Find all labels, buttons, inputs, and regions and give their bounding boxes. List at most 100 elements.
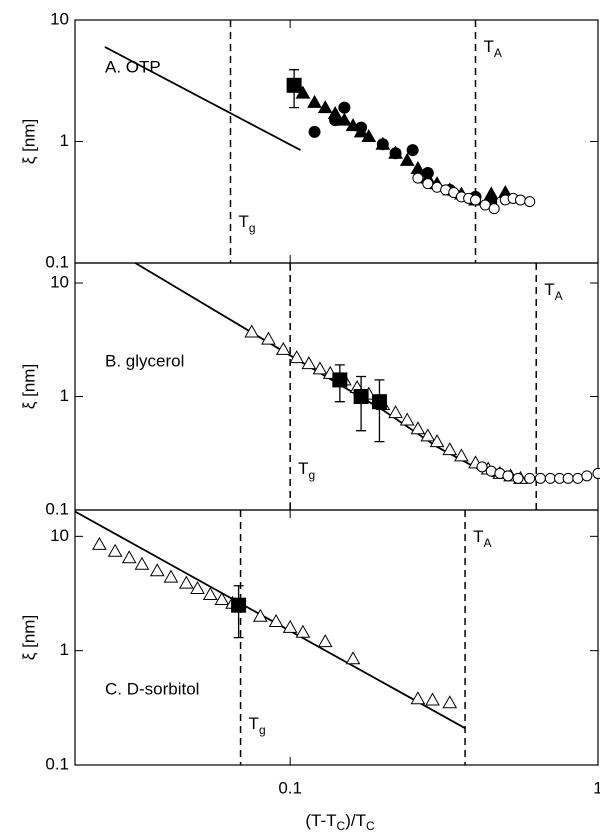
- marker: [107, 543, 123, 557]
- y-tick-label: 0.1: [45, 499, 69, 518]
- marker: [562, 472, 574, 484]
- marker: [479, 199, 491, 211]
- marker: [371, 394, 387, 410]
- marker: [92, 536, 107, 550]
- reference-label-sub: g: [309, 468, 316, 482]
- x-axis-label-part: C: [337, 819, 346, 833]
- marker: [406, 144, 419, 157]
- x-axis-label-part: C: [366, 819, 375, 833]
- marker: [286, 77, 302, 93]
- marker: [422, 178, 434, 190]
- marker: [252, 608, 268, 622]
- marker: [420, 428, 436, 442]
- y-tick-label: 1: [60, 131, 69, 150]
- y-tick-label: 1: [60, 640, 69, 659]
- marker: [312, 361, 328, 375]
- reference-label-sub: g: [249, 221, 256, 235]
- marker: [244, 324, 260, 338]
- marker: [275, 341, 291, 355]
- reference-label: Tg: [239, 212, 256, 235]
- marker: [163, 569, 179, 583]
- marker: [488, 203, 500, 215]
- marker: [572, 472, 584, 484]
- marker: [178, 575, 194, 589]
- fit-line: [104, 46, 301, 151]
- reference-label-sub: A: [555, 289, 563, 303]
- marker: [544, 472, 556, 484]
- y-tick-label: 0.1: [45, 754, 69, 773]
- marker: [268, 613, 284, 627]
- marker: [421, 167, 434, 180]
- reference-label-main: T: [249, 714, 259, 733]
- marker: [454, 448, 469, 462]
- marker: [261, 331, 276, 345]
- marker: [361, 128, 377, 142]
- marker: [442, 695, 458, 709]
- marker: [337, 112, 352, 126]
- marker: [190, 580, 205, 594]
- marker: [149, 563, 165, 577]
- reference-label-main: T: [544, 280, 554, 299]
- marker: [399, 152, 415, 166]
- panel-label: B. glycerol: [105, 351, 184, 370]
- marker: [355, 121, 368, 134]
- marker: [282, 619, 298, 633]
- marker: [307, 94, 322, 108]
- y-tick-label: 0.1: [45, 252, 69, 271]
- reference-label-main: T: [473, 527, 483, 546]
- reference-label: Tg: [298, 459, 315, 482]
- marker: [301, 356, 317, 370]
- y-axis-label: ξ [nm]: [19, 615, 38, 660]
- x-tick-label: 0.1: [278, 778, 302, 797]
- reference-label-sub: A: [494, 46, 502, 60]
- plot-frame: [74, 509, 599, 766]
- x-tick-label: 1: [593, 778, 600, 797]
- marker: [353, 388, 369, 404]
- marker: [412, 172, 424, 184]
- marker: [524, 196, 536, 208]
- marker: [592, 467, 600, 479]
- marker: [425, 692, 440, 706]
- y-axis-label: ξ [nm]: [19, 119, 38, 164]
- y-tick-label: 10: [50, 526, 69, 545]
- marker: [308, 125, 321, 138]
- plot-frame: [74, 19, 599, 264]
- marker: [295, 624, 311, 638]
- marker: [512, 472, 524, 484]
- marker: [442, 442, 458, 456]
- marker: [317, 100, 333, 114]
- marker: [410, 691, 426, 705]
- reference-label-main: T: [298, 459, 308, 478]
- marker: [134, 556, 150, 570]
- marker: [476, 461, 488, 473]
- marker: [289, 350, 305, 364]
- marker: [399, 412, 415, 426]
- y-axis-label: ξ [nm]: [19, 364, 38, 409]
- y-tick-label: 1: [60, 386, 69, 405]
- marker: [332, 372, 348, 388]
- reference-label: TA: [544, 280, 562, 303]
- marker: [524, 472, 536, 484]
- marker: [345, 651, 361, 665]
- fit-line: [74, 510, 466, 729]
- reference-label-main: T: [484, 37, 494, 56]
- y-tick-label: 10: [50, 9, 69, 28]
- marker: [338, 101, 351, 114]
- marker: [410, 421, 426, 435]
- marker: [121, 550, 137, 564]
- y-tick-label: 10: [50, 272, 69, 291]
- reference-label-sub: g: [259, 723, 266, 737]
- marker: [429, 434, 445, 448]
- marker: [514, 194, 526, 206]
- marker: [388, 405, 403, 419]
- marker: [534, 472, 546, 484]
- x-axis-label-part: )/T: [345, 811, 366, 830]
- panel-label: A. OTP: [105, 57, 161, 76]
- marker: [389, 147, 402, 160]
- marker: [329, 114, 342, 127]
- x-axis-label-part: (T-T: [305, 811, 336, 830]
- marker: [317, 634, 333, 648]
- x-axis-label: (T-TC)/TC: [305, 811, 375, 833]
- error-bar: [374, 379, 385, 443]
